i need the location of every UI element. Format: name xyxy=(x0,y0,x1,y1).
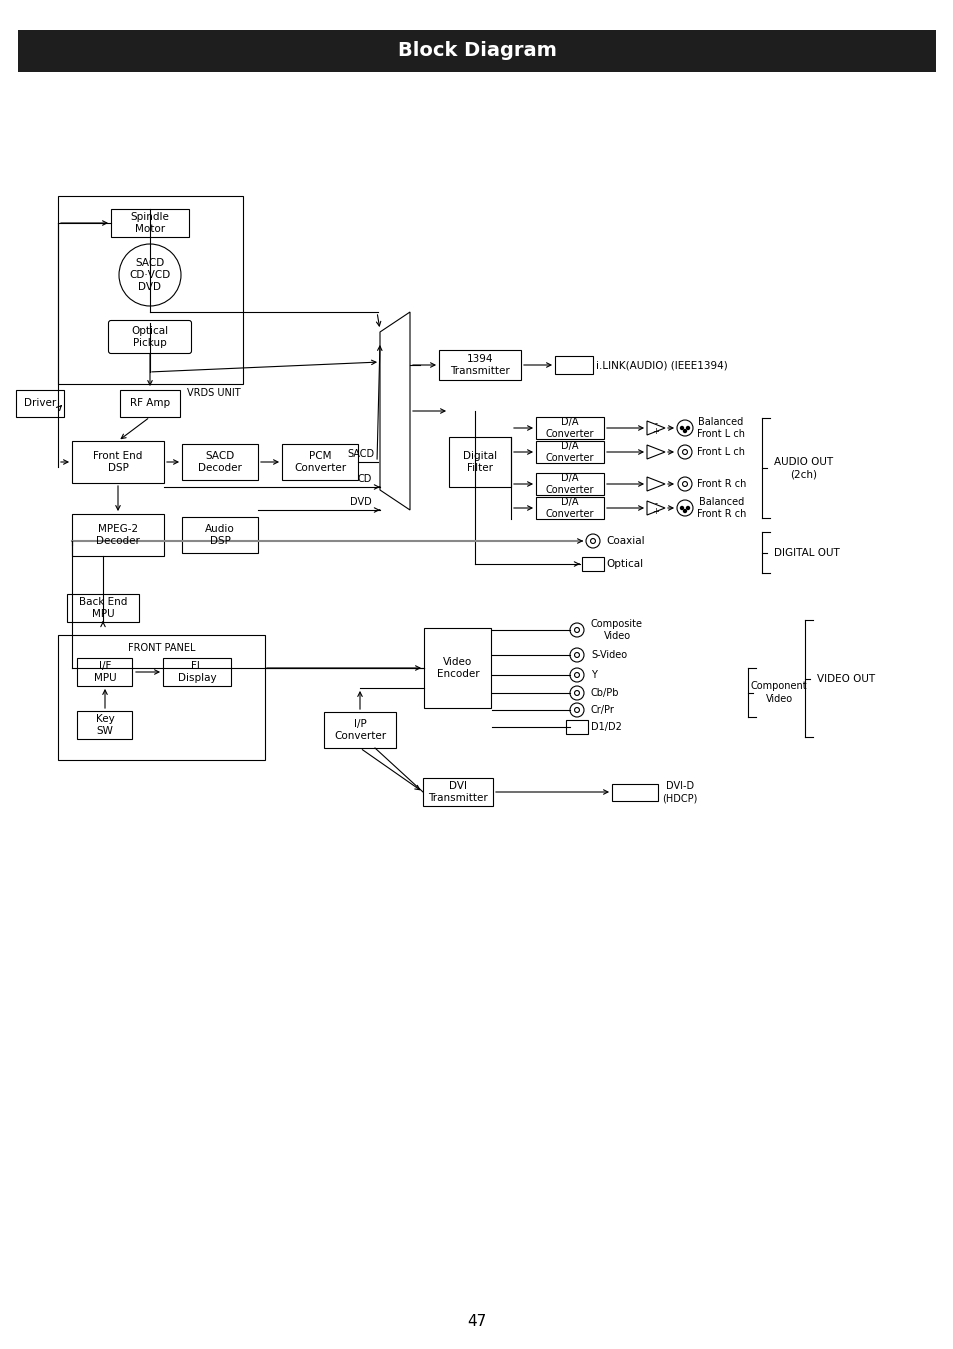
FancyBboxPatch shape xyxy=(109,321,192,353)
Text: D/A
Converter: D/A Converter xyxy=(545,496,594,519)
Text: Optical
Pickup: Optical Pickup xyxy=(132,326,169,348)
Circle shape xyxy=(686,426,689,429)
Text: Digital
Filter: Digital Filter xyxy=(462,451,497,473)
Bar xyxy=(16,390,64,417)
Text: MPEG-2
Decoder: MPEG-2 Decoder xyxy=(96,523,140,546)
Text: DVD: DVD xyxy=(350,496,372,507)
Text: RF Amp: RF Amp xyxy=(130,398,170,407)
Text: -: - xyxy=(654,499,657,509)
Text: Front L ch: Front L ch xyxy=(697,447,744,457)
Bar xyxy=(182,517,257,553)
Bar xyxy=(536,496,603,519)
Text: D1/D2: D1/D2 xyxy=(590,722,621,733)
Bar xyxy=(555,356,593,374)
Bar xyxy=(120,390,180,417)
Text: CD: CD xyxy=(357,473,372,484)
Text: Block Diagram: Block Diagram xyxy=(397,42,556,61)
Bar xyxy=(67,594,139,622)
Text: AUDIO OUT
(2ch): AUDIO OUT (2ch) xyxy=(773,457,832,479)
Text: Front End
DSP: Front End DSP xyxy=(93,451,143,473)
Text: i.LINK(AUDIO) (IEEE1394): i.LINK(AUDIO) (IEEE1394) xyxy=(596,360,727,370)
Bar xyxy=(77,711,132,739)
Text: Back End
MPU: Back End MPU xyxy=(79,596,127,619)
Text: Balanced
Front R ch: Balanced Front R ch xyxy=(697,496,745,519)
Bar xyxy=(58,635,265,759)
Text: Composite
Video: Composite Video xyxy=(590,619,642,641)
Text: Y: Y xyxy=(590,670,597,680)
Text: Cr/Pr: Cr/Pr xyxy=(590,706,615,715)
Text: I/P
Converter: I/P Converter xyxy=(334,719,386,741)
Text: SACD
Decoder: SACD Decoder xyxy=(198,451,242,473)
Text: VIDEO OUT: VIDEO OUT xyxy=(816,673,874,684)
Text: Video
Encoder: Video Encoder xyxy=(436,657,478,679)
Text: SACD: SACD xyxy=(348,449,375,459)
Text: +: + xyxy=(652,428,659,437)
Text: Key
SW: Key SW xyxy=(95,714,114,737)
Text: S-Video: S-Video xyxy=(590,650,626,660)
Polygon shape xyxy=(646,445,664,459)
Bar xyxy=(71,514,164,556)
Text: Driver: Driver xyxy=(24,398,56,407)
Text: FRONT PANEL: FRONT PANEL xyxy=(128,643,195,653)
Text: Component
Video: Component Video xyxy=(750,681,807,704)
Bar xyxy=(536,473,603,495)
Bar xyxy=(324,712,395,747)
Bar xyxy=(424,629,491,708)
Bar xyxy=(18,30,935,71)
Text: Audio
DSP: Audio DSP xyxy=(205,523,234,546)
Polygon shape xyxy=(646,478,664,491)
Text: VRDS UNIT: VRDS UNIT xyxy=(187,389,241,398)
Text: Spindle
Motor: Spindle Motor xyxy=(131,212,170,235)
Text: D/A
Converter: D/A Converter xyxy=(545,417,594,440)
Bar xyxy=(449,437,511,487)
Polygon shape xyxy=(379,312,410,510)
Bar xyxy=(182,444,257,480)
Bar xyxy=(282,444,357,480)
Circle shape xyxy=(682,510,686,513)
Text: DVI
Transmitter: DVI Transmitter xyxy=(428,781,487,803)
Text: DVI-D
(HDCP): DVI-D (HDCP) xyxy=(661,781,697,803)
Text: Cb/Pb: Cb/Pb xyxy=(590,688,618,697)
Text: Front R ch: Front R ch xyxy=(697,479,745,488)
Bar xyxy=(58,196,243,384)
Circle shape xyxy=(682,429,686,433)
Circle shape xyxy=(679,506,682,510)
Bar xyxy=(111,209,189,237)
Text: SACD
CD·VCD
DVD: SACD CD·VCD DVD xyxy=(130,258,171,293)
Circle shape xyxy=(679,426,682,429)
Text: -: - xyxy=(654,420,657,429)
Text: Coaxial: Coaxial xyxy=(605,536,644,546)
Text: +: + xyxy=(652,507,659,517)
Bar xyxy=(536,441,603,463)
Text: I/F
MPU: I/F MPU xyxy=(93,661,116,683)
Text: 47: 47 xyxy=(467,1314,486,1330)
Bar xyxy=(163,658,231,687)
Circle shape xyxy=(686,506,689,510)
Bar xyxy=(438,349,520,380)
Text: PCM
Converter: PCM Converter xyxy=(294,451,346,473)
Text: D/A
Converter: D/A Converter xyxy=(545,472,594,495)
Text: FL
Display: FL Display xyxy=(177,661,216,683)
Text: 1394
Transmitter: 1394 Transmitter xyxy=(450,353,509,376)
Bar xyxy=(422,778,493,805)
FancyBboxPatch shape xyxy=(612,784,658,800)
Bar xyxy=(71,441,164,483)
Text: Balanced
Front L ch: Balanced Front L ch xyxy=(697,417,744,440)
Text: Optical: Optical xyxy=(605,558,642,569)
Bar xyxy=(77,658,132,687)
Polygon shape xyxy=(646,500,664,515)
Polygon shape xyxy=(646,421,664,434)
Text: DIGITAL OUT: DIGITAL OUT xyxy=(773,548,839,557)
Bar xyxy=(536,417,603,438)
Text: D/A
Converter: D/A Converter xyxy=(545,441,594,463)
Bar xyxy=(581,557,603,571)
Bar xyxy=(565,720,587,734)
